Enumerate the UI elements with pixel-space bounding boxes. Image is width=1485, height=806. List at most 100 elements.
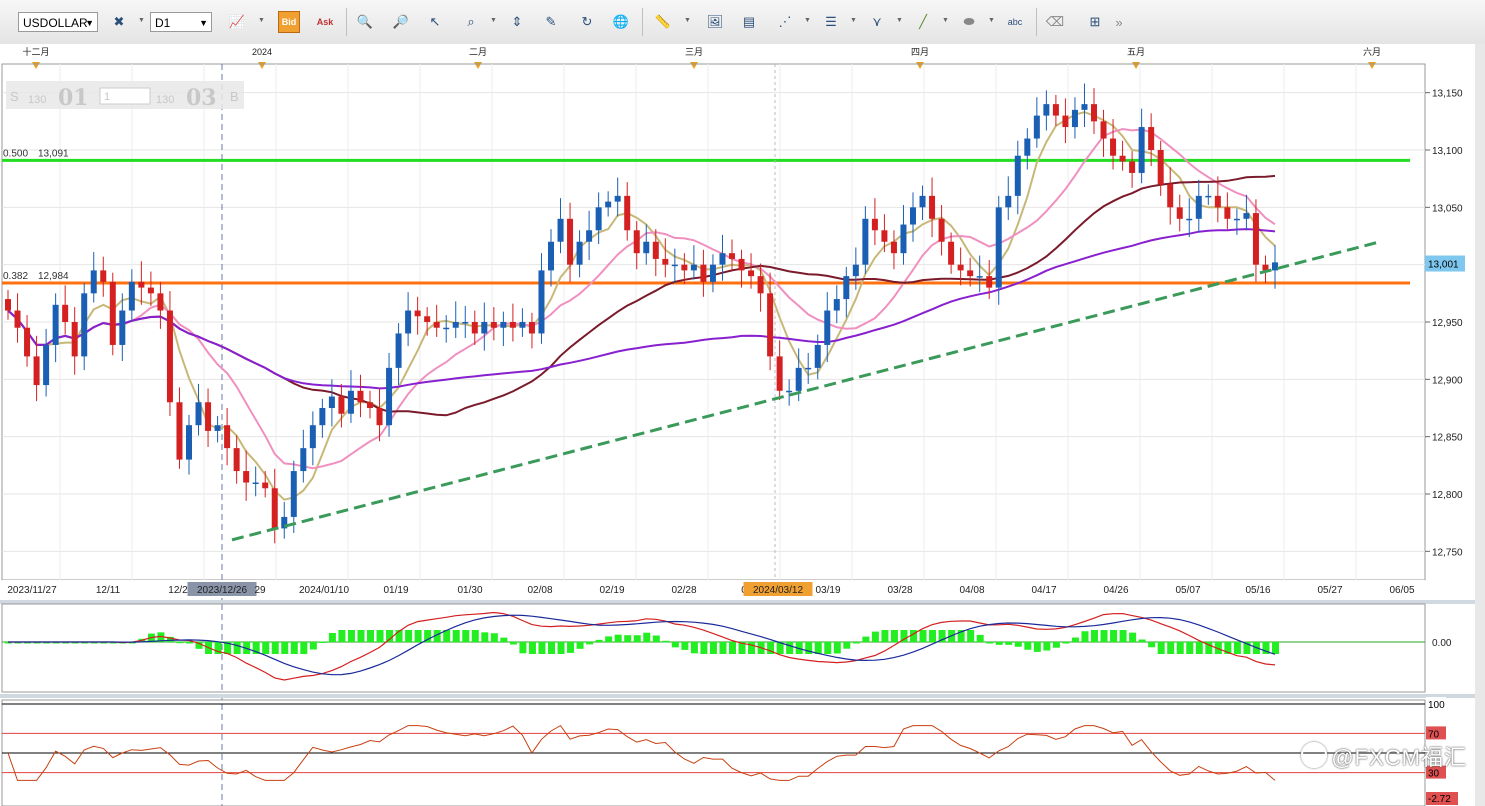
fib-value-label: 13,091 [38, 148, 69, 159]
date-label: 02/08 [527, 585, 552, 596]
macd-histogram-bar [624, 635, 632, 642]
sell-label: S [10, 89, 19, 104]
candle-body [1148, 127, 1155, 150]
edit-icon[interactable]: ✎ [545, 14, 557, 29]
fork-icon[interactable]: ⋎ [872, 14, 882, 29]
candle-body [1167, 184, 1174, 208]
macd-histogram-bar [528, 642, 536, 654]
date-label: 05/16 [1245, 585, 1270, 596]
macd-histogram-bar [1100, 630, 1108, 642]
candle-body [1110, 138, 1117, 156]
lines-icon[interactable]: ⋰ [778, 14, 792, 29]
chevron-down-icon[interactable]: ▼ [684, 17, 691, 24]
candle-body [852, 264, 859, 277]
chevron-down-icon[interactable]: ▼ [850, 17, 857, 24]
macd-histogram-bar [33, 642, 41, 644]
scale-icon[interactable]: ⌕ [467, 14, 475, 29]
candle-body [1052, 104, 1059, 116]
ruler-icon[interactable]: 📏 [654, 14, 672, 29]
quantity-input[interactable] [99, 87, 151, 105]
eraser-icon[interactable]: ⌫ [1045, 14, 1065, 29]
buy-price[interactable]: 03 [186, 85, 217, 111]
macd-line [8, 611, 1276, 681]
chevron-down-icon[interactable]: ▼ [490, 17, 497, 24]
chevron-down-icon[interactable]: ▼ [804, 17, 811, 24]
fit-icon[interactable]: ⇕ [511, 14, 523, 29]
symbol-select[interactable]: USDOLLAR ▼ [18, 12, 98, 32]
macd-histogram-bar [957, 630, 965, 642]
macd-histogram-bar [319, 641, 327, 643]
globe-icon[interactable]: 🌐 [612, 14, 630, 29]
cursor-icon[interactable]: ↖ [429, 14, 441, 29]
candle-body [890, 241, 897, 254]
candle-body [1195, 195, 1202, 219]
watermark: @FXCM福汇 [1301, 740, 1467, 772]
bid-button[interactable]: Bid [278, 11, 300, 33]
text-icon[interactable]: abc [1007, 17, 1023, 27]
candle-body [1014, 155, 1021, 196]
scrollbar[interactable] [1475, 44, 1485, 806]
sell-price[interactable]: 01 [58, 85, 89, 111]
macd-histogram-bar [843, 642, 851, 649]
macd-histogram-bar [509, 642, 517, 645]
candle-body [300, 448, 307, 472]
chevron-down-icon[interactable]: ▼ [258, 17, 265, 24]
zoom-out-icon[interactable]: 🔎 [392, 14, 410, 29]
chevron-down-icon[interactable]: ▼ [138, 17, 145, 24]
rsi-level-box [1426, 765, 1446, 779]
zoom-in-icon[interactable]: 🔍 [356, 14, 374, 29]
chevron-down-icon[interactable]: ▼ [896, 17, 903, 24]
y-tick-label: 12,750 [1432, 547, 1463, 558]
macd-histogram-bar [252, 642, 260, 654]
indicator-icon[interactable]: ▤ [742, 14, 756, 29]
image-icon[interactable]: 🖼 [706, 14, 724, 29]
candle-body [128, 281, 135, 311]
ask-button[interactable]: Ask [314, 11, 336, 33]
candle-body [147, 287, 154, 294]
candle-body [624, 195, 631, 231]
macd-histogram-bar [586, 642, 594, 645]
macd-histogram-bar [43, 642, 51, 644]
candle-body [709, 264, 716, 282]
macd-histogram-bar [519, 642, 527, 654]
refresh-icon[interactable]: ↻ [581, 14, 593, 29]
hierarchy-icon[interactable]: ⊞ [1089, 14, 1101, 29]
more-icon[interactable]: » [1115, 14, 1123, 30]
chevron-down-icon[interactable]: ▼ [988, 17, 995, 24]
candle-body [1024, 138, 1031, 156]
panel-divider[interactable] [0, 694, 1475, 698]
watermark-logo-icon [1301, 742, 1328, 768]
toolbar-divider [346, 8, 347, 36]
macd-histogram-bar [1024, 642, 1032, 650]
rsi-level-label: 100 [1428, 700, 1445, 711]
chart-type-icon[interactable]: 📈 [228, 14, 246, 29]
macd-histogram-bar [900, 630, 908, 642]
date-label: 06/05 [1389, 585, 1414, 596]
chevron-down-icon[interactable]: ▼ [942, 17, 949, 24]
candle-body [281, 516, 288, 529]
candle-body [1157, 150, 1164, 185]
month-label: 六月 [1363, 46, 1381, 57]
candle-body [538, 270, 545, 334]
pen-icon[interactable]: ╱ [919, 14, 927, 29]
timeframe-select[interactable]: D1 ▼ [150, 12, 212, 32]
macd-histogram-bar [690, 642, 698, 654]
chart-area[interactable]: 十二月 2024 二月 三月 四月 五月 六月 12,750 12,800 12,850 12,9… [0, 44, 1485, 806]
moving-average-line [7, 127, 1276, 470]
macd-histogram-bar [262, 642, 270, 654]
last-price-box [1425, 255, 1465, 272]
macd-histogram-bar [1005, 642, 1013, 645]
candle-body [586, 230, 593, 242]
ellipse-icon[interactable]: ⬬ [963, 14, 975, 29]
month-label: 四月 [911, 47, 929, 57]
hlines-icon[interactable]: ☰ [825, 14, 837, 29]
remove-symbol-icon[interactable]: ✖ [113, 14, 125, 29]
y-tick-label: 12,950 [1432, 318, 1463, 329]
panel-divider[interactable] [0, 600, 1475, 604]
candle-body [176, 402, 183, 460]
candle-body [290, 471, 297, 517]
macd-histogram-bar [328, 633, 336, 642]
macd-histogram-bar [567, 642, 575, 653]
candle-body [1033, 115, 1040, 139]
macd-histogram-bar [52, 642, 60, 644]
